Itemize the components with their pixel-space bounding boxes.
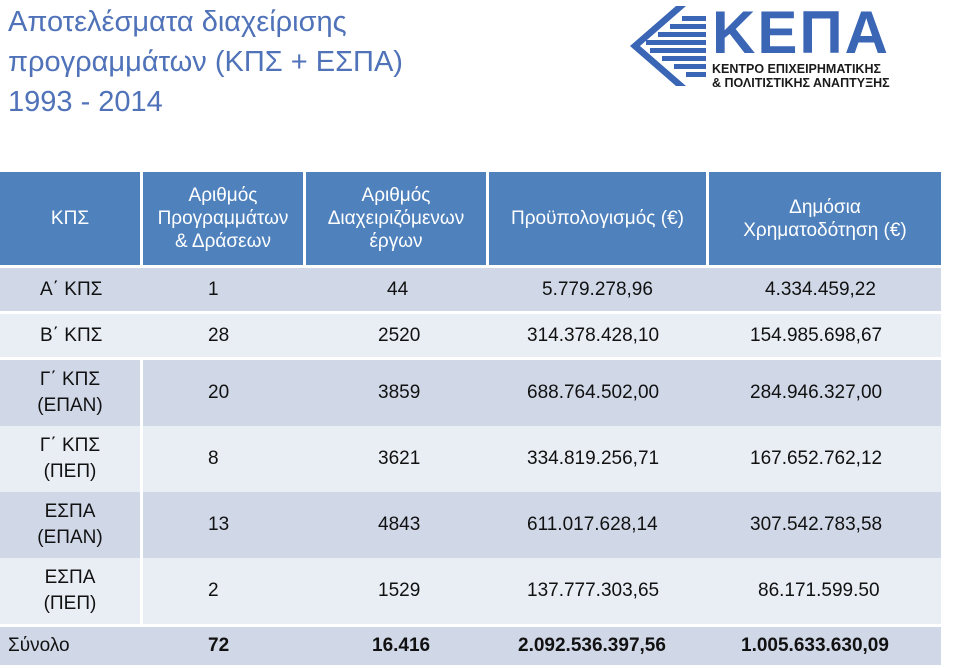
row-public: 4.334.459,22 xyxy=(765,278,876,300)
logo-wordmark: ΚΕΠΑ xyxy=(712,0,891,66)
results-table: ΚΠΣ Αριθμός Προγραμμάτων & Δράσεων Αριθμ… xyxy=(0,172,941,665)
row-public: 167.652.762,12 xyxy=(750,448,883,469)
row-label-cell: ΕΣΠΑ (ΠΕΠ) xyxy=(0,558,140,624)
row-projects: 3859 xyxy=(378,382,421,403)
row-programs: 2 xyxy=(208,580,219,601)
row-budget: 611.017.628,14 xyxy=(527,514,658,535)
row-label: Β΄ ΚΠΣ xyxy=(40,324,103,346)
row-label-cell: Γ΄ ΚΠΣ (ΕΠΑΝ) xyxy=(0,360,140,426)
total-budget: 2.092.536.397,56 xyxy=(518,635,666,656)
table-row: Α΄ ΚΠΣ 1 44 5.779.278,96 4.334.459,22 xyxy=(0,268,941,311)
row-budget: 334.819.256,71 xyxy=(527,448,660,469)
header-budget: Προϋπολογισμός (€) xyxy=(489,172,706,265)
row-label: Α΄ ΚΠΣ xyxy=(40,278,103,300)
title-line-2: προγραμμάτων (ΚΠΣ + ΕΣΠΑ) xyxy=(8,46,403,78)
page-title: Αποτελέσματα διαχείρισης προγραμμάτων (Κ… xyxy=(8,2,568,122)
kepa-logo: ΚΕΠΑ ΚΕΝΤΡΟ ΕΠΙΧΕΙΡΗΜΑΤΙΚΗΣ & ΠΟΛΙΤΙΣΤΙΚ… xyxy=(626,0,960,92)
row-budget: 5.779.278,96 xyxy=(542,278,653,300)
row-programs: 13 xyxy=(208,514,230,535)
header-public-funding: Δημόσια Χρηματοδότηση (€) xyxy=(709,172,941,265)
row-projects: 2520 xyxy=(378,324,421,346)
total-public: 1.005.633.630,09 xyxy=(741,635,889,656)
row-budget: 688.764.502,00 xyxy=(527,382,660,403)
total-label: Σύνολο xyxy=(8,635,70,656)
row-projects: 1529 xyxy=(378,580,421,601)
row-public: 307.542.783,58 xyxy=(750,514,883,535)
row-projects: 4843 xyxy=(378,514,421,535)
total-projects: 16.416 xyxy=(372,635,431,656)
row-programs: 1 xyxy=(208,278,219,300)
table-total-row: Σύνολο 72 16.416 2.092.536.397,56 1.005.… xyxy=(0,627,941,665)
row-programs: 20 xyxy=(208,382,230,403)
row-projects: 3621 xyxy=(378,448,421,469)
title-line-1: Αποτελέσματα διαχείρισης xyxy=(8,6,347,38)
row-budget: 137.777.303,65 xyxy=(527,580,660,601)
table-row: 8 3621 334.819.256,71 167.652.762,12 xyxy=(143,426,941,492)
title-line-3: 1993 - 2014 xyxy=(8,86,163,118)
row-programs: 8 xyxy=(208,448,219,469)
row-public: 284.946.327,00 xyxy=(750,382,883,403)
logo-subtitle-line-2: & ΠΟΛΙΤΙΣΤΙΚΗΣ ΑΝΑΠΤΥΞΗΣ xyxy=(712,76,890,90)
table-row: 2 1529 137.777.303,65 86.171.599.50 xyxy=(143,558,941,624)
table-row: 13 4843 611.017.628,14 307.542.783,58 xyxy=(143,492,941,558)
row-public: 154.985.698,67 xyxy=(750,324,883,346)
logo-arrow-icon xyxy=(630,6,706,86)
row-programs: 28 xyxy=(208,324,230,346)
header-kps: ΚΠΣ xyxy=(0,172,140,265)
header-projects: Αριθμός Διαχειριζόμενων έργων xyxy=(306,172,486,265)
row-label-cell: Γ΄ ΚΠΣ (ΠΕΠ) xyxy=(0,426,140,492)
header-programs: Αριθμός Προγραμμάτων & Δράσεων xyxy=(143,172,303,265)
row-label-cell: ΕΣΠΑ (ΕΠΑΝ) xyxy=(0,492,140,558)
row-budget: 314.378.428,10 xyxy=(527,324,660,346)
row-public: 86.171.599.50 xyxy=(758,580,880,601)
total-programs: 72 xyxy=(208,635,230,656)
table-row: Β΄ ΚΠΣ 28 2520 314.378.428,10 154.985.69… xyxy=(0,314,941,357)
table-row: 20 3859 688.764.502,00 284.946.327,00 xyxy=(143,360,941,426)
logo-subtitle: ΚΕΝΤΡΟ ΕΠΙΧΕΙΡΗΜΑΤΙΚΗΣ & ΠΟΛΙΤΙΣΤΙΚΗΣ ΑΝ… xyxy=(712,62,960,90)
row-projects: 44 xyxy=(387,278,409,300)
logo-subtitle-line-1: ΚΕΝΤΡΟ ΕΠΙΧΕΙΡΗΜΑΤΙΚΗΣ xyxy=(712,62,881,76)
